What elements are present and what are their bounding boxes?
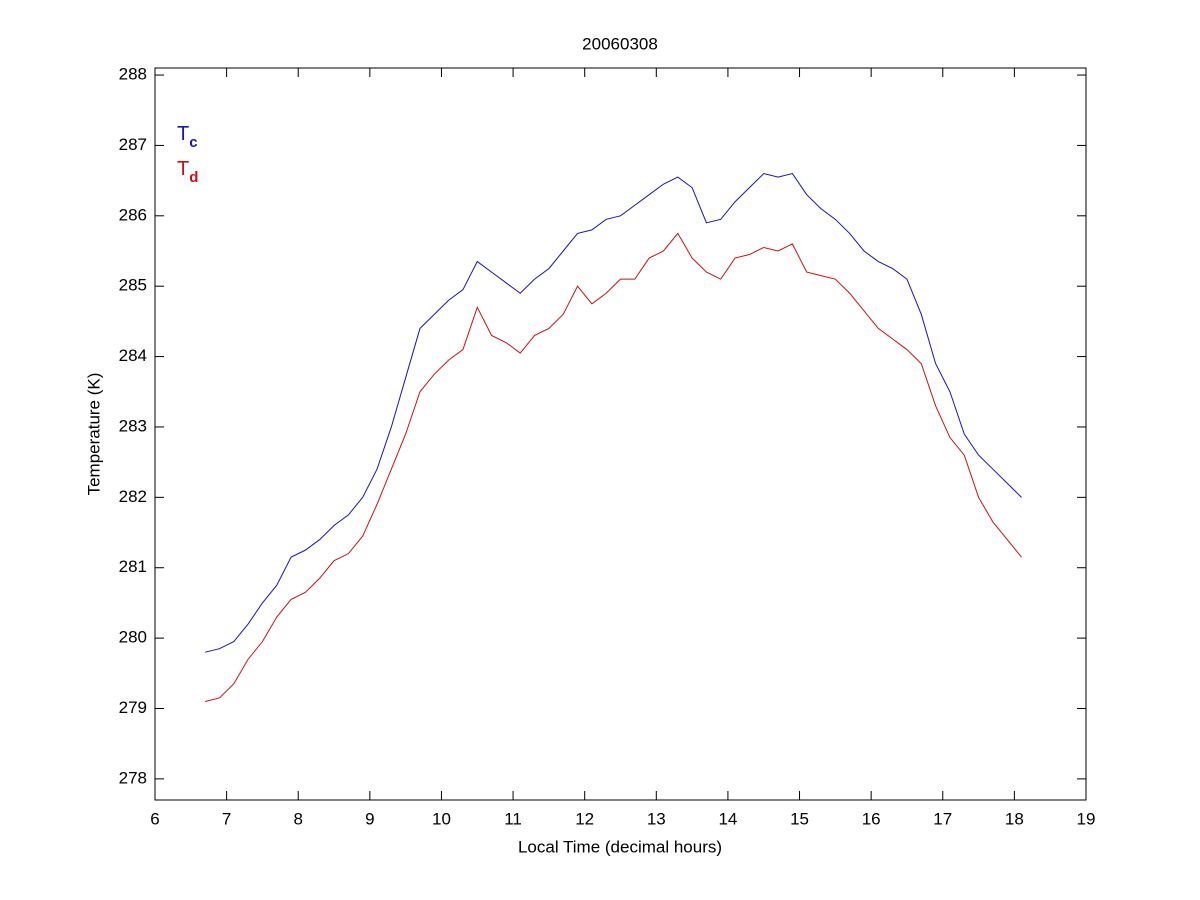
x-tick-label: 9: [365, 809, 374, 828]
x-tick-label: 16: [862, 809, 881, 828]
chart-title: 20060308: [582, 34, 658, 53]
x-tick-label: 15: [790, 809, 809, 828]
y-tick-label: 284: [119, 346, 147, 365]
x-tick-label: 13: [647, 809, 666, 828]
x-tick-label: 12: [575, 809, 594, 828]
x-tick-label: 8: [293, 809, 302, 828]
x-axis-label: Local Time (decimal hours): [518, 837, 722, 856]
legend-entry: Tc: [177, 123, 198, 151]
y-tick-label: 279: [119, 698, 147, 717]
y-tick-label: 281: [119, 557, 147, 576]
y-tick-label: 283: [119, 416, 147, 435]
y-tick-label: 287: [119, 135, 147, 154]
y-tick-label: 285: [119, 276, 147, 295]
y-tick-label: 280: [119, 628, 147, 647]
y-axis-label: Temperature (K): [84, 373, 103, 496]
x-tick-label: 6: [150, 809, 159, 828]
x-tick-label: 11: [504, 809, 522, 828]
x-tick-label: 10: [432, 809, 451, 828]
y-tick-label: 286: [119, 205, 147, 224]
x-tick-label: 14: [718, 809, 737, 828]
x-tick-label: 19: [1077, 809, 1096, 828]
line-series: [205, 173, 1022, 653]
line-series: [205, 232, 1022, 702]
axes-box: [154, 67, 1087, 801]
y-tick-label: 288: [119, 65, 147, 84]
x-tick-label: 7: [222, 809, 231, 828]
legend-entry: Td: [177, 158, 198, 186]
y-tick-label: 282: [119, 487, 147, 506]
x-tick-label: 17: [933, 809, 952, 828]
y-tick-label: 278: [119, 768, 147, 787]
x-tick-label: 18: [1005, 809, 1024, 828]
